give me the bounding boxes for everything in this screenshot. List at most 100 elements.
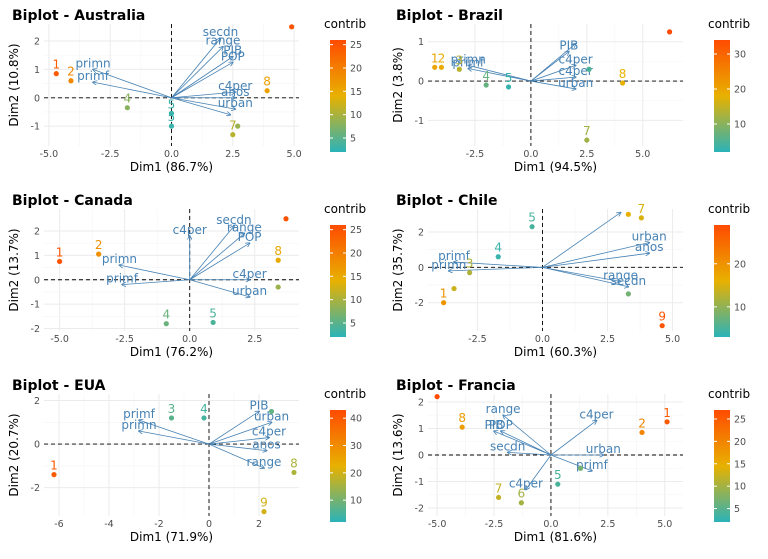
individual-label: 5 [168,97,176,111]
y-tick-label: 0 [34,275,40,286]
legend-tick-label: 25 [350,40,362,51]
individual-label: 3 [168,402,176,416]
variable-label: range [206,34,241,48]
y-tick-label: -1 [415,116,424,127]
individual-label: 5 [554,468,562,482]
individual-point [666,29,673,35]
variable-label: POP [221,49,245,63]
variable-label: primn [121,418,156,432]
individual-point [664,419,670,425]
individual-point [291,469,297,476]
variable-arrow [189,243,250,281]
variable-label: secdn [490,439,525,453]
variable-arrow [171,47,223,99]
legend-title: contrib [324,17,366,31]
x-tick-label: -2.5 [485,519,504,530]
variable-arrow [139,420,210,445]
x-tick-label: 0.0 [182,334,197,345]
individual-point [638,215,644,221]
legend-tick-label: 30 [350,441,362,452]
legend-tick-label: 20 [734,437,746,448]
individual-point [456,66,462,72]
biplot-panel: Biplot - Brazil -2.5 0.0 2.5 5.0 -1 0 1 Dim1 (94… [391,8,750,174]
y-tick-label: -1 [415,477,424,488]
individual-point [495,254,501,260]
variable-arrow [139,431,210,445]
legend-colorbar [330,410,346,522]
x-tick-label: 0 [206,519,212,530]
individual-label: 4 [200,402,208,416]
legend-colorbar [714,40,730,152]
y-tick-label: 0 [34,93,40,104]
y-axis-label: Dim2 (35.7%) [391,228,405,311]
legend-tick-label: 40 [350,414,362,425]
x-axis-label: Dim1 (71.9%) [130,530,213,544]
y-tick-label: -2 [415,504,424,515]
individual-label: 5 [209,306,217,320]
individual-point [275,284,281,290]
variable-arrow [550,454,592,471]
variable-label: urban [218,96,253,110]
variable-arrow [208,422,272,445]
variable-arrow [468,68,531,82]
x-tick-label: 0.0 [543,519,558,530]
individual-label: 9 [260,496,268,510]
legend-tick-label: 15 [350,87,362,98]
legend-colorbar [714,410,730,522]
y-tick-label: 2 [418,227,424,238]
variable-label: PIB [485,418,504,432]
variable-label: primf [106,272,139,286]
variable-label: secdn [611,274,646,288]
individual-point [577,465,584,471]
individual-label: 2 [95,238,103,252]
individual-point [289,24,295,30]
variable-arrow [171,62,233,99]
individual-label: 5 [528,211,536,225]
legend-colorbar [330,40,346,152]
x-axis-label: Dim1 (76.2%) [130,345,213,359]
individual-point [268,408,275,415]
x-tick-label: -5.0 [40,149,59,160]
panel-title: Biplot - Chile [396,193,498,209]
individual-point [625,291,631,297]
individual-point [57,258,63,265]
panel-title: Biplot - Australia [12,8,145,24]
variable-arrow [530,65,576,82]
biplot-panel: Biplot - Chile -2.5 0.0 2.5 5.0 -2 0 2 Dim1 (60.… [391,193,750,359]
x-tick-label: 0.0 [164,149,179,160]
variable-arrow [122,279,190,285]
legend-tick-label: 25 [734,414,746,425]
individual-label: 8 [290,456,298,470]
x-tick-label: -6 [54,519,63,530]
y-tick-label: -1 [31,300,40,311]
variable-label: primn [102,252,137,266]
individual-point [168,110,175,116]
legend-title: contrib [708,17,750,31]
panel-title: Biplot - Francia [396,378,516,394]
variable-label: primf [576,458,609,472]
legend-tick-label: 10 [350,496,362,507]
individual-label: 7 [583,124,591,138]
variable-arrow [530,77,576,82]
variable-arrow [93,69,172,99]
legend-title: contrib [708,202,750,216]
variable-arrow [449,266,543,271]
individual-point [283,216,289,222]
individual-point [620,80,626,86]
variable-label: c4per [559,52,593,66]
variable-label: anos [221,85,250,99]
legend-tick-label: 20 [734,259,746,270]
individual-point [586,66,592,72]
individual-point [275,257,281,263]
x-tick-label: 0.0 [523,149,538,160]
individual-point [438,64,445,70]
x-tick-label: -5.0 [50,334,69,345]
legend-tick-label: 5 [734,504,740,515]
legend-tick-label: 10 [734,302,746,313]
y-tick-label: 0 [34,440,40,451]
x-tick-label: 2.5 [247,334,262,345]
y-tick-label: -2 [415,298,424,309]
individual-point [441,300,447,306]
individual-point [505,84,512,90]
x-axis-label: Dim1 (94.5%) [514,160,597,174]
